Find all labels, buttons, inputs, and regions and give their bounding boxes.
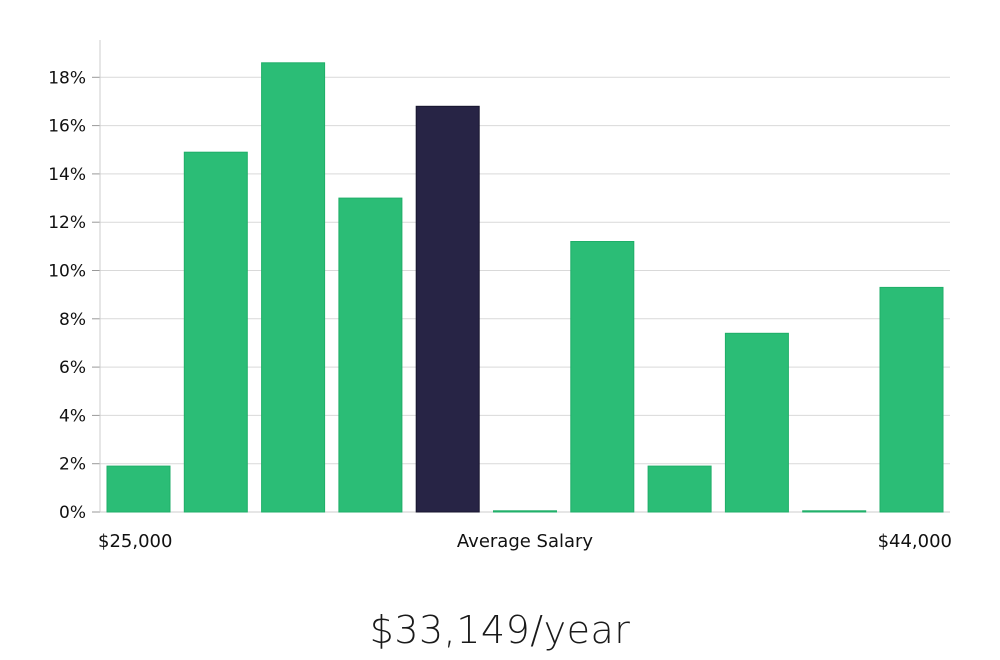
bar-highlighted [415, 105, 480, 513]
bar [724, 332, 789, 513]
y-tick-label: 14% [48, 165, 86, 185]
bars [106, 62, 944, 513]
y-tick-label: 6% [59, 358, 86, 378]
average-salary-value: $33,149/year [369, 608, 631, 652]
x-max-label: $44,000 [878, 531, 952, 552]
bar [570, 241, 635, 513]
bar [261, 62, 326, 513]
x-axis-label: Average Salary [457, 531, 594, 552]
y-tick-label: 10% [48, 262, 86, 282]
bar [879, 286, 944, 513]
bar [338, 197, 403, 513]
y-tick-label: 4% [59, 406, 86, 426]
bar [802, 510, 867, 513]
y-tick-label: 0% [59, 503, 86, 523]
y-tick-label: 18% [48, 68, 86, 88]
y-axis-ticks: 0% 2% 4% 6% 8% 10% 12% 14% 16% 18% [48, 68, 100, 523]
bar [647, 465, 712, 513]
y-tick-label: 12% [48, 213, 86, 233]
x-min-label: $25,000 [98, 531, 172, 552]
y-tick-label: 2% [59, 455, 86, 475]
salary-histogram: 0% 2% 4% 6% 8% 10% 12% 14% 16% 18% $25,000 Averag… [48, 40, 952, 552]
bar [183, 151, 248, 513]
bar [493, 510, 557, 513]
y-tick-label: 8% [59, 310, 86, 330]
y-tick-label: 16% [48, 117, 86, 137]
bar [106, 465, 171, 513]
